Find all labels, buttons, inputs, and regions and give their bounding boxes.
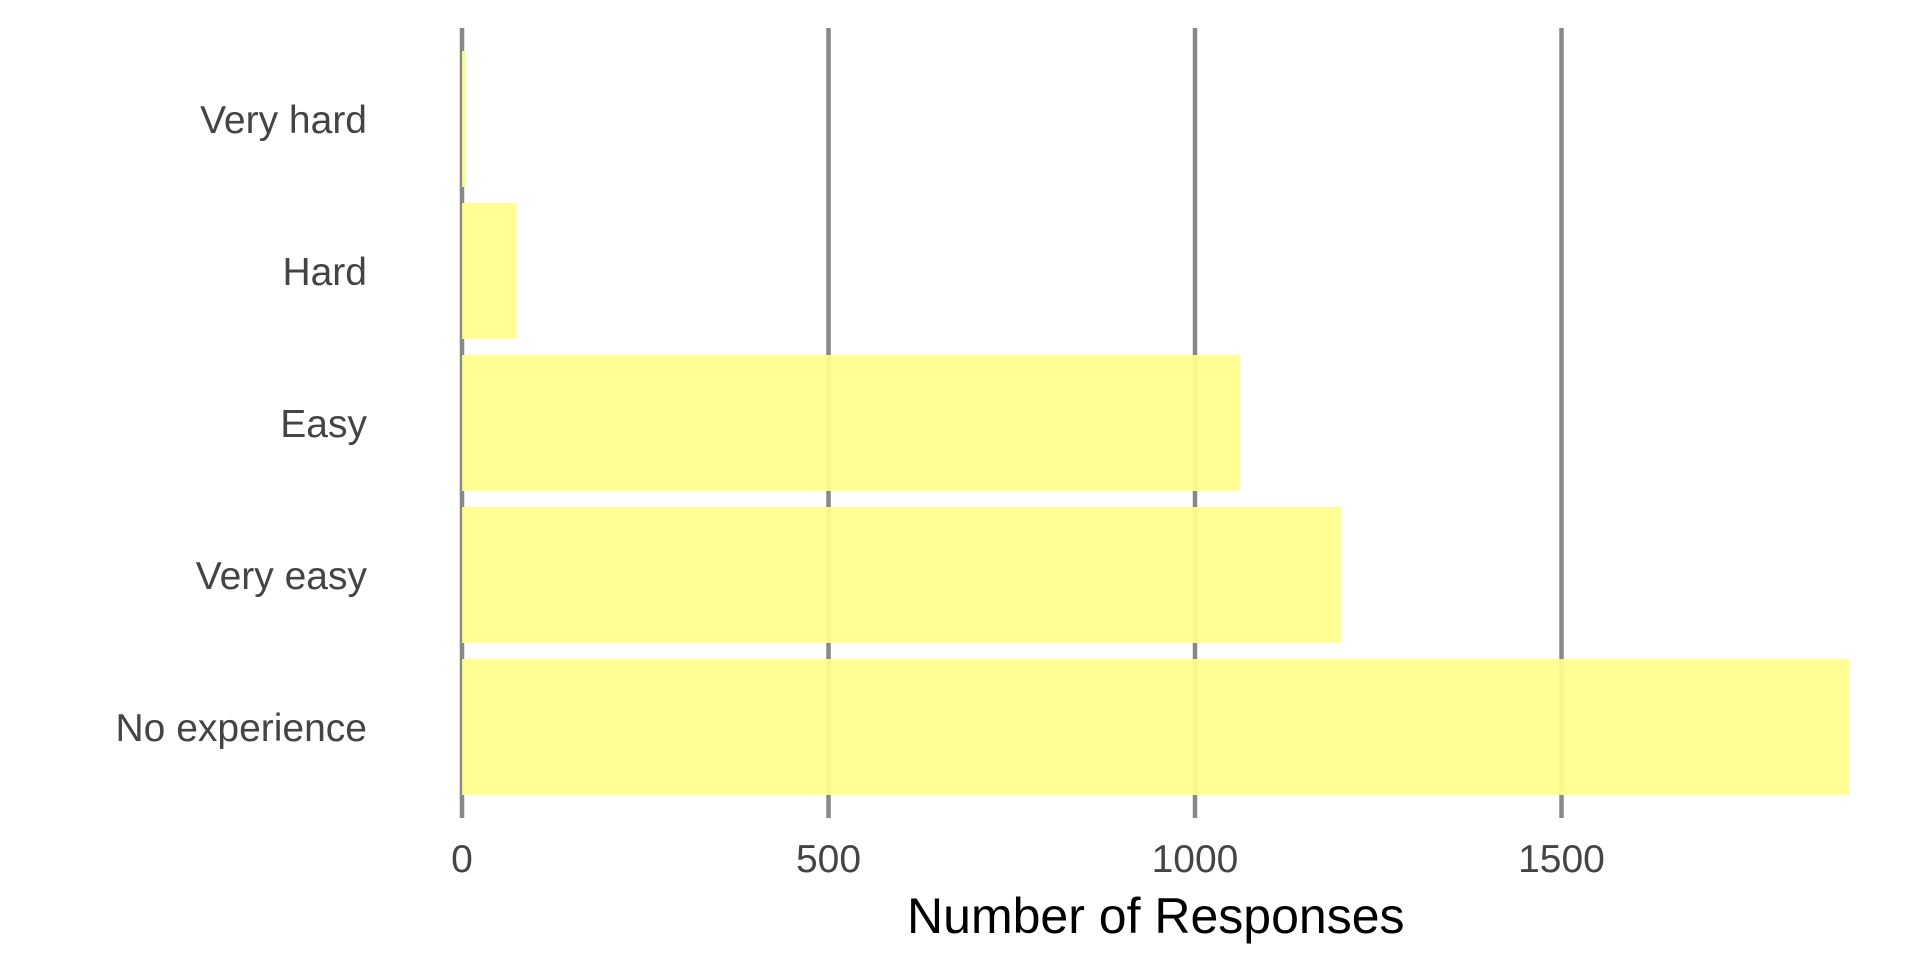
category-label-hard: Hard [282, 251, 367, 294]
category-label-easy: Easy [280, 403, 367, 446]
bar-very-easy [462, 507, 1342, 643]
category-labels: Very hard Hard Easy Very easy No experience [116, 99, 368, 750]
x-tick-label-500: 500 [796, 838, 861, 881]
x-tick-label-1500: 1500 [1518, 838, 1605, 881]
bar-hard [462, 203, 517, 339]
category-label-no-experience: No experience [116, 707, 367, 750]
category-label-very-easy: Very easy [196, 555, 368, 598]
category-label-very-hard: Very hard [200, 99, 367, 142]
x-tick-labels: 0 500 1000 1500 [451, 838, 1605, 881]
bars [462, 51, 1850, 795]
x-axis-title: Number of Responses [907, 888, 1404, 944]
x-tick-label-0: 0 [451, 838, 473, 881]
bar-easy [462, 355, 1241, 491]
x-tick-label-1000: 1000 [1152, 838, 1239, 881]
bar-no-experience [462, 659, 1850, 795]
bar-very-hard [462, 51, 466, 187]
